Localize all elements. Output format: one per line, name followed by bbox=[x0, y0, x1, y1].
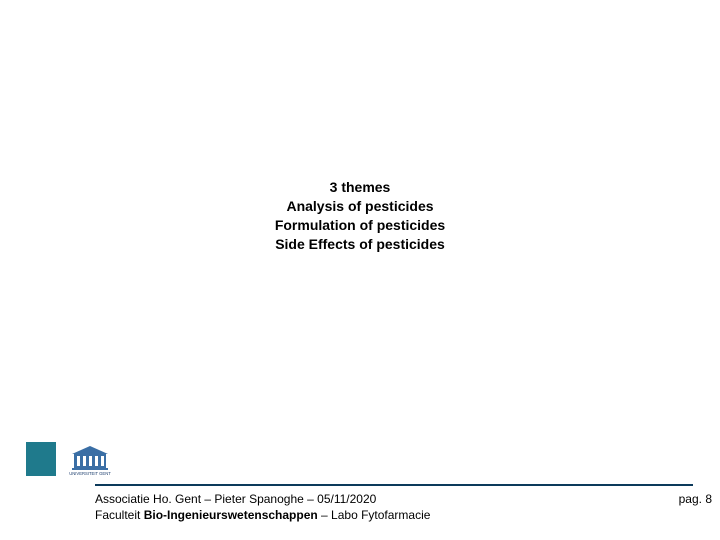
themes-line-3: Side Effects of pesticides bbox=[220, 235, 500, 254]
university-logo: UNIVERSITEIT GENT bbox=[68, 442, 112, 476]
footer-rule bbox=[95, 484, 693, 486]
accent-rect bbox=[26, 442, 56, 476]
page-number: pag. 8 bbox=[679, 492, 712, 506]
footer-date: 05/11/2020 bbox=[317, 492, 376, 506]
themes-line-2: Formulation of pesticides bbox=[220, 216, 500, 235]
footer-line-1: Associatie Ho. Gent – Pieter Spanoghe – … bbox=[95, 492, 615, 508]
footer-line-2-suffix: – Labo Fytofarmacie bbox=[318, 508, 431, 522]
svg-text:UNIVERSITEIT GENT: UNIVERSITEIT GENT bbox=[69, 471, 111, 476]
themes-line-1: Analysis of pesticides bbox=[220, 197, 500, 216]
building-icon: UNIVERSITEIT GENT bbox=[68, 442, 112, 476]
footer-text: Associatie Ho. Gent – Pieter Spanoghe – … bbox=[95, 492, 615, 523]
themes-title: 3 themes bbox=[220, 178, 500, 197]
footer-line-2: Faculteit Bio-Ingenieurswetenschappen – … bbox=[95, 508, 615, 524]
footer-bar: UNIVERSITEIT GENT bbox=[26, 442, 694, 476]
footer-line-1-prefix: Associatie Ho. Gent – Pieter Spanoghe – bbox=[95, 492, 317, 506]
footer-line-2-prefix: Faculteit bbox=[95, 508, 144, 522]
footer-line-2-bold: Bio-Ingenieurswetenschappen bbox=[144, 508, 318, 522]
themes-block: 3 themes Analysis of pesticides Formulat… bbox=[220, 178, 500, 254]
slide: 3 themes Analysis of pesticides Formulat… bbox=[0, 0, 720, 540]
